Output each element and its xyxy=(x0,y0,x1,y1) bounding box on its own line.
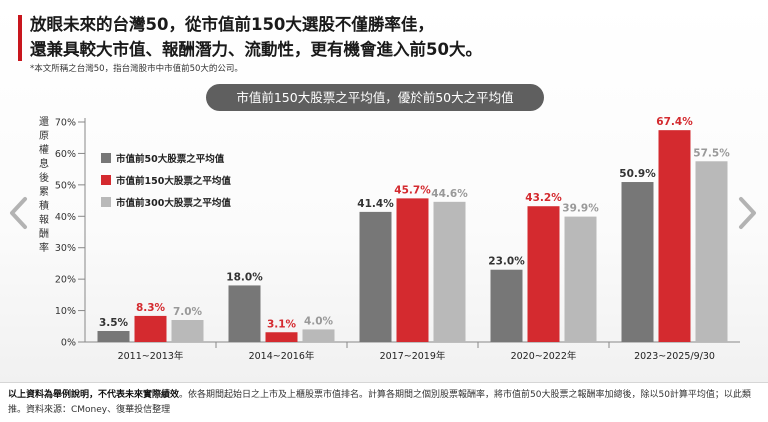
legend-item-0: 市值前50大股票之平均值 xyxy=(101,147,231,169)
headline-line-2: 還兼具較大市值、報酬潛力、流動性，更有機會進入前50大。 xyxy=(30,40,482,59)
prev-slide-button[interactable] xyxy=(6,196,32,230)
y-tick-label-1: 10% xyxy=(55,306,76,317)
bar-s1-c2 xyxy=(396,198,429,342)
legend-swatch-2 xyxy=(101,197,111,207)
data-label-s1-c2: 45.7% xyxy=(394,184,431,196)
data-label-s0-c1: 18.0% xyxy=(226,271,263,283)
bar-chart: 0% 10% 20% 30% 40% 50% 60% 70% 2011~2013年 3.5% 8.3… xyxy=(55,116,740,362)
y-tick-label-7: 70% xyxy=(55,118,76,129)
data-label-s0-c4: 50.9% xyxy=(619,168,656,180)
disclaimer-body: 。依各期間起始日之上市及上櫃股票市值排名。計算各期間之個別股票報酬率，將市值前5… xyxy=(8,390,751,415)
y-axis-title-char-5: 累 xyxy=(39,187,49,198)
y-axis-title-char-4: 後 xyxy=(39,173,49,184)
chart-title-banner: 市值前150大股票之平均值，優於前50大之平均值 xyxy=(206,84,544,111)
data-label-s1-c3: 43.2% xyxy=(525,192,562,204)
legend: 市值前50大股票之平均值 市值前150大股票之平均值 市值前300大股票之平均值 xyxy=(101,147,231,213)
legend-swatch-0 xyxy=(101,153,111,163)
bar-s2-c1 xyxy=(302,329,335,342)
legend-label-0: 市值前50大股票之平均值 xyxy=(116,154,225,165)
y-tick-label-5: 50% xyxy=(55,180,76,191)
accent-bar xyxy=(18,15,22,61)
data-label-s2-c1: 4.0% xyxy=(304,315,334,327)
y-axis-title-char-6: 積 xyxy=(39,201,49,212)
legend-swatch-1 xyxy=(101,175,111,185)
footnote: *本文所稱之台灣50，指台灣股市中市值前50大的公司。 xyxy=(30,64,243,74)
bar-s2-c2 xyxy=(433,201,466,342)
bar-s2-c3 xyxy=(564,216,597,342)
bar-s1-c0 xyxy=(134,315,167,342)
y-tick-label-3: 30% xyxy=(55,243,76,254)
chart-panel: 放眼未來的台灣50，從市值前150大選股不僅勝率佳， 還兼具較大市值、報酬潛力、… xyxy=(0,0,768,382)
x-tick-label-1: 2014~2016年 xyxy=(249,350,315,362)
disclaimer-text: 以上資料為舉例說明，不代表未來實際績效。依各期間起始日之上市及上櫃股票市值排名。… xyxy=(8,388,760,418)
y-axis-title-char-0: 還 xyxy=(39,117,49,128)
bar-s2-c0 xyxy=(171,320,204,342)
y-tick-label-2: 20% xyxy=(55,275,76,286)
bar-s0-c3 xyxy=(490,269,523,342)
y-tick-label-6: 60% xyxy=(55,149,76,160)
y-axis-title-char-2: 權 xyxy=(39,145,49,156)
data-label-s1-c4: 67.4% xyxy=(656,116,693,128)
legend-item-2: 市值前300大股票之平均值 xyxy=(101,191,231,213)
legend-label-1: 市值前150大股票之平均值 xyxy=(116,176,231,187)
bar-s0-c0 xyxy=(97,331,130,342)
y-axis-title: 還原權息後累積報酬率 xyxy=(37,116,51,256)
data-label-s0-c2: 41.4% xyxy=(357,198,394,210)
disclaimer-footer: 以上資料為舉例說明，不代表未來實際績效。依各期間起始日之上市及上櫃股票市值排名。… xyxy=(0,382,768,422)
x-tick-label-0: 2011~2013年 xyxy=(118,350,184,362)
legend-label-2: 市值前300大股票之平均值 xyxy=(116,198,231,209)
next-slide-button[interactable] xyxy=(734,196,760,230)
y-axis-title-char-9: 率 xyxy=(39,243,49,254)
bar-s0-c1 xyxy=(228,285,261,342)
bar-s1-c1 xyxy=(265,332,298,342)
data-label-s1-c0: 8.3% xyxy=(136,302,166,314)
data-label-s2-c0: 7.0% xyxy=(173,306,203,318)
headline-line-1: 放眼未來的台灣50，從市值前150大選股不僅勝率佳， xyxy=(30,15,434,34)
data-label-s2-c4: 57.5% xyxy=(693,147,730,159)
bar-s1-c4 xyxy=(658,130,691,342)
legend-item-1: 市值前150大股票之平均值 xyxy=(101,169,231,191)
data-label-s2-c2: 44.6% xyxy=(431,188,468,200)
data-label-s0-c0: 3.5% xyxy=(99,317,129,329)
x-tick-label-3: 2020~2022年 xyxy=(511,350,577,362)
bar-s0-c2 xyxy=(359,211,392,342)
y-axis-title-char-1: 原 xyxy=(39,131,49,142)
chevron-right-icon xyxy=(739,197,756,229)
y-tick-label-4: 40% xyxy=(55,212,76,223)
bar-s0-c4 xyxy=(621,182,654,342)
chevron-left-icon xyxy=(10,197,27,229)
y-axis-title-char-3: 息 xyxy=(39,159,49,170)
disclaimer-bold: 以上資料為舉例說明，不代表未來實際績效 xyxy=(8,390,180,400)
y-tick-label-0: 0% xyxy=(61,338,76,349)
headline: 放眼未來的台灣50，從市值前150大選股不僅勝率佳， 還兼具較大市值、報酬潛力、… xyxy=(30,12,482,62)
y-axis-title-char-7: 報 xyxy=(39,215,49,226)
bar-s1-c3 xyxy=(527,206,560,342)
data-label-s1-c1: 3.1% xyxy=(267,318,297,330)
x-tick-label-4: 2023~2025/9/30 xyxy=(634,351,715,362)
bar-s2-c4 xyxy=(695,161,728,342)
data-label-s2-c3: 39.9% xyxy=(562,203,599,215)
y-axis-title-char-8: 酬 xyxy=(39,229,49,240)
data-label-s0-c3: 23.0% xyxy=(488,256,525,268)
x-tick-label-2: 2017~2019年 xyxy=(380,350,446,362)
